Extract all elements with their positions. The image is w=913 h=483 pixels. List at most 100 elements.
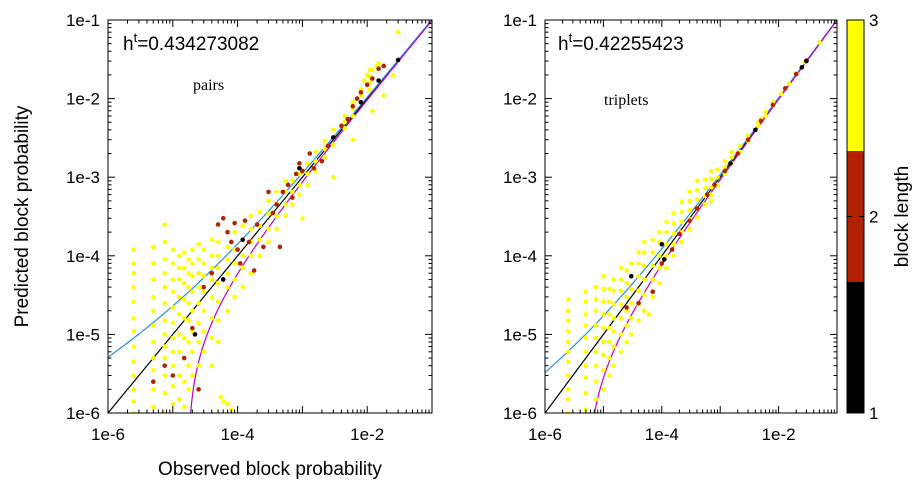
x-tick-label: 1e-6 xyxy=(528,425,562,444)
data-point-len3 xyxy=(201,289,207,294)
data-point-len3 xyxy=(131,410,137,413)
data-point-len3 xyxy=(694,188,700,193)
data-point-len3 xyxy=(305,171,310,177)
data-point-len3 xyxy=(583,323,589,328)
data-point-len3 xyxy=(606,299,612,305)
data-point-len2 xyxy=(297,161,302,166)
data-point-len2 xyxy=(745,137,751,142)
data-point-len3 xyxy=(611,277,616,282)
data-point-len3 xyxy=(679,209,685,215)
data-point-len3 xyxy=(283,178,288,184)
data-point-len2 xyxy=(242,218,248,223)
data-point-len3 xyxy=(162,355,167,361)
data-point-len3 xyxy=(209,277,215,282)
data-point-len3 xyxy=(601,299,606,305)
y-tick-label: 1e-3 xyxy=(66,168,100,187)
data-point-len3 xyxy=(671,231,677,237)
data-point-len3 xyxy=(240,223,246,229)
data-point-len3 xyxy=(694,178,700,184)
data-point-len2 xyxy=(232,220,237,226)
data-point-len1 xyxy=(331,135,336,140)
data-point-len3 xyxy=(650,277,656,282)
data-point-len3 xyxy=(628,316,634,321)
data-point-len3 xyxy=(671,220,677,226)
data-point-len3 xyxy=(671,210,677,216)
data-point-len2 xyxy=(254,222,260,227)
data-point-len2 xyxy=(181,355,187,361)
data-point-len3 xyxy=(601,312,606,317)
data-point-len3 xyxy=(656,253,662,259)
data-point-len3 xyxy=(702,185,708,191)
data-point-len2 xyxy=(712,182,717,188)
data-point-len3 xyxy=(601,339,606,345)
data-point-len2 xyxy=(650,289,656,294)
colorbar-tick-label: 2 xyxy=(869,208,878,227)
data-point-len2 xyxy=(350,103,356,109)
data-point-len3 xyxy=(290,202,295,207)
y-tick-label: 1e-2 xyxy=(66,90,100,109)
data-point-len3 xyxy=(201,247,207,252)
data-point-len3 xyxy=(232,261,237,266)
data-point-len2 xyxy=(225,229,230,235)
data-point-len3 xyxy=(694,214,700,220)
colorbar-label: block length xyxy=(892,166,913,267)
data-point-len3 xyxy=(181,250,187,255)
data-point-len3 xyxy=(370,108,375,114)
y-tick-label: 1e-6 xyxy=(66,404,100,423)
data-point-len3 xyxy=(641,308,647,314)
data-point-len3 xyxy=(708,176,714,182)
data-point-len3 xyxy=(170,349,176,355)
data-point-len3 xyxy=(601,273,606,279)
data-point-len2 xyxy=(339,123,344,129)
data-point-len3 xyxy=(232,229,237,235)
data-point-len3 xyxy=(364,72,370,78)
data-point-len3 xyxy=(606,339,612,345)
data-point-len3 xyxy=(331,174,336,180)
data-point-len3 xyxy=(350,113,356,119)
data-point-len3 xyxy=(636,261,641,266)
data-point-len2 xyxy=(277,244,283,250)
data-point-len3 xyxy=(565,296,571,302)
data-point-len2 xyxy=(319,158,325,164)
data-point-len3 xyxy=(322,146,327,152)
lower-envelope-line xyxy=(190,20,432,413)
data-point-len3 xyxy=(186,318,191,323)
data-point-len2 xyxy=(311,165,317,171)
data-point-len3 xyxy=(650,263,656,268)
data-point-len3 xyxy=(687,207,692,213)
data-point-len3 xyxy=(687,189,692,195)
data-point-len1 xyxy=(376,78,381,83)
data-point-len2 xyxy=(307,151,313,156)
data-point-len3 xyxy=(715,174,720,180)
data-point-len3 xyxy=(708,168,714,174)
data-point-len3 xyxy=(817,40,822,45)
data-point-len3 xyxy=(215,253,221,259)
data-point-len3 xyxy=(313,149,318,155)
data-point-len3 xyxy=(611,344,616,349)
data-point-len3 xyxy=(350,99,356,105)
data-point-len3 xyxy=(248,226,254,232)
data-point-len2 xyxy=(235,247,240,252)
data-point-len3 xyxy=(565,373,571,378)
data-point-len3 xyxy=(266,211,271,217)
data-point-len3 xyxy=(656,280,662,286)
data-point-len3 xyxy=(611,328,616,334)
data-point-len3 xyxy=(313,158,318,164)
data-point-len1 xyxy=(192,332,198,337)
data-point-len3 xyxy=(583,349,589,355)
data-point-len2 xyxy=(237,261,243,266)
data-point-len3 xyxy=(181,404,187,410)
data-point-len3 xyxy=(248,253,254,259)
data-point-len3 xyxy=(131,373,137,378)
data-point-len3 xyxy=(679,239,685,245)
data-point-len3 xyxy=(624,308,629,314)
data-point-len3 xyxy=(565,339,571,345)
data-point-len3 xyxy=(671,242,677,247)
data-point-len3 xyxy=(170,363,176,368)
data-point-len3 xyxy=(150,404,156,410)
y-tick-label: 1e-2 xyxy=(503,90,537,109)
data-point-len3 xyxy=(628,286,634,292)
data-point-len3 xyxy=(209,294,215,300)
data-point-len3 xyxy=(266,226,271,232)
